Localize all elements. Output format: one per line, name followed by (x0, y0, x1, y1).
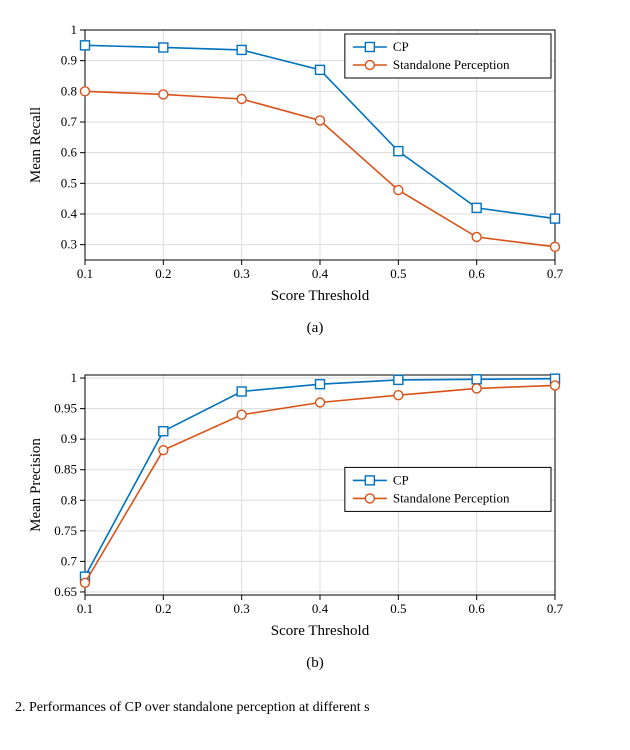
svg-text:0.7: 0.7 (547, 601, 564, 616)
chart-b: 0.1 0.2 0.3 0.4 0.5 0.6 0.7 0.65 0.7 0.75 0.8 0.85 0… (15, 365, 585, 640)
panel-a: 0.1 0.2 0.3 0.4 0.5 0.6 0.7 0.3 0.4 0.5 0.6 0.7 0.8 0… (15, 20, 615, 337)
svg-text:0.5: 0.5 (61, 175, 77, 190)
svg-text:0.7: 0.7 (61, 114, 78, 129)
svg-text:0.6: 0.6 (61, 145, 78, 160)
svg-text:Mean Precision: Mean Precision (28, 438, 44, 532)
svg-text:0.85: 0.85 (54, 462, 77, 477)
svg-text:0.7: 0.7 (61, 553, 78, 568)
svg-text:0.4: 0.4 (312, 601, 329, 616)
svg-text:0.2: 0.2 (155, 601, 171, 616)
svg-text:1: 1 (71, 22, 78, 37)
svg-text:0.3: 0.3 (234, 266, 250, 281)
svg-text:Score Threshold: Score Threshold (271, 288, 370, 304)
svg-text:0.6: 0.6 (469, 266, 486, 281)
svg-text:CP: CP (393, 472, 409, 487)
svg-text:0.8: 0.8 (61, 492, 77, 507)
svg-text:0.6: 0.6 (469, 601, 486, 616)
svg-text:0.9: 0.9 (61, 431, 77, 446)
svg-text:0.1: 0.1 (77, 601, 93, 616)
figure-caption: 2. Performances of CP over standalone pe… (15, 700, 615, 716)
panel-a-subcaption: (a) (15, 320, 615, 337)
svg-text:0.1: 0.1 (77, 266, 93, 281)
svg-text:Score Threshold: Score Threshold (271, 623, 370, 639)
svg-text:Standalone Perception: Standalone Perception (393, 57, 510, 72)
svg-text:1: 1 (71, 370, 78, 385)
svg-text:0.5: 0.5 (390, 266, 406, 281)
svg-text:0.3: 0.3 (61, 237, 77, 252)
figure-2: 0.10.20.30.40.50.60.70.30.40.50.60.70.80… (15, 20, 615, 716)
svg-text:0.5: 0.5 (390, 601, 406, 616)
svg-text:0.4: 0.4 (61, 206, 78, 221)
svg-text:CP: CP (393, 39, 409, 54)
svg-text:0.7: 0.7 (547, 266, 564, 281)
svg-text:0.9: 0.9 (61, 53, 77, 68)
svg-text:Mean Recall: Mean Recall (28, 107, 44, 183)
panel-b: 0.1 0.2 0.3 0.4 0.5 0.6 0.7 0.65 0.7 0.75 0.8 0.85 0… (15, 365, 615, 672)
svg-text:0.65: 0.65 (54, 584, 77, 599)
svg-text:0.3: 0.3 (234, 601, 250, 616)
svg-text:0.4: 0.4 (312, 266, 329, 281)
panel-b-subcaption: (b) (15, 655, 615, 672)
svg-text:0.75: 0.75 (54, 523, 77, 538)
svg-text:Standalone Perception: Standalone Perception (393, 490, 510, 505)
svg-text:0.8: 0.8 (61, 83, 77, 98)
svg-text:0.2: 0.2 (155, 266, 171, 281)
svg-text:0.95: 0.95 (54, 401, 77, 416)
chart-a: 0.1 0.2 0.3 0.4 0.5 0.6 0.7 0.3 0.4 0.5 0.6 0.7 0.8 0… (15, 20, 585, 305)
